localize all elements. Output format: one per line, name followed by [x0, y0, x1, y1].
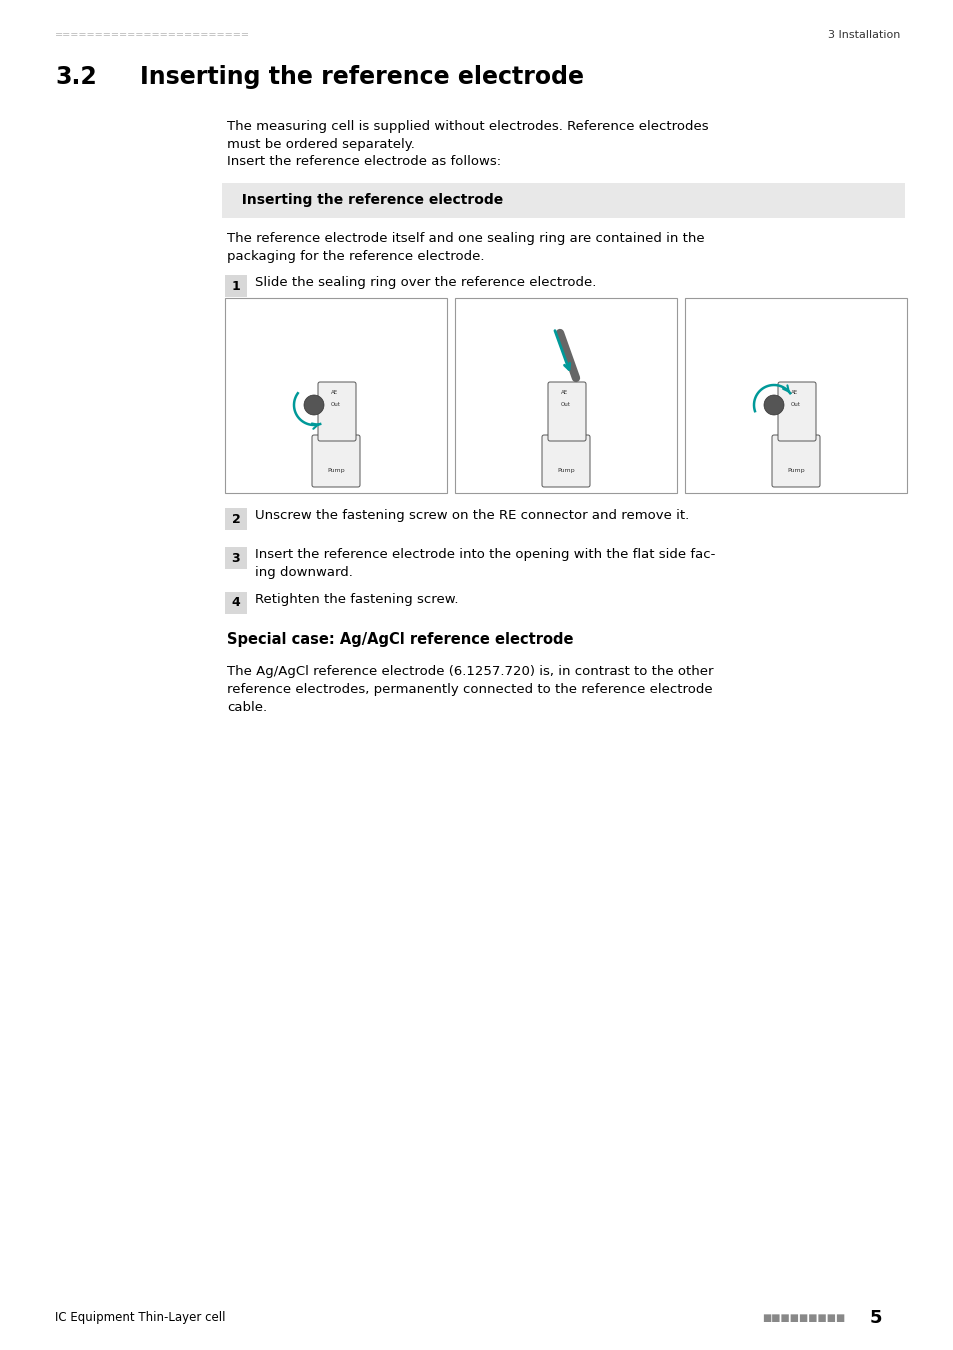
Text: AE: AE [790, 390, 798, 396]
Text: ========================: ======================== [55, 30, 250, 40]
FancyBboxPatch shape [541, 435, 589, 487]
Bar [225, 593, 247, 614]
Bar [225, 275, 247, 297]
Text: Out: Out [560, 402, 570, 408]
Text: The measuring cell is supplied without electrodes. Reference electrodes
must be : The measuring cell is supplied without e… [227, 120, 708, 151]
Text: Inserting the reference electrode: Inserting the reference electrode [232, 193, 503, 207]
Text: Slide the sealing ring over the reference electrode.: Slide the sealing ring over the referenc… [254, 275, 596, 289]
Text: 5: 5 [868, 1310, 882, 1327]
Text: 3: 3 [232, 552, 240, 564]
Text: AE: AE [331, 390, 337, 396]
FancyBboxPatch shape [312, 435, 359, 487]
FancyBboxPatch shape [547, 382, 585, 441]
Text: Unscrew the fastening screw on the RE connector and remove it.: Unscrew the fastening screw on the RE co… [254, 509, 688, 522]
Bar [225, 508, 247, 531]
Text: 1: 1 [232, 279, 240, 293]
Text: Pump: Pump [327, 468, 344, 474]
FancyBboxPatch shape [778, 382, 815, 441]
Text: Insert the reference electrode as follows:: Insert the reference electrode as follow… [227, 155, 500, 167]
Text: 4: 4 [232, 597, 240, 609]
Circle shape [763, 396, 783, 414]
FancyBboxPatch shape [771, 435, 820, 487]
Text: 3.2: 3.2 [55, 65, 96, 89]
Text: Pump: Pump [557, 468, 575, 474]
Text: Insert the reference electrode into the opening with the flat side fac-
ing down: Insert the reference electrode into the … [254, 548, 715, 579]
Text: ■■■■■■■■■: ■■■■■■■■■ [760, 1314, 844, 1323]
Circle shape [304, 396, 324, 414]
Text: Inserting the reference electrode: Inserting the reference electrode [140, 65, 583, 89]
Text: The Ag/AgCl reference electrode (6.1257.720) is, in contrast to the other
refere: The Ag/AgCl reference electrode (6.1257.… [227, 666, 713, 714]
Text: 2: 2 [232, 513, 240, 525]
Text: Special case: Ag/AgCl reference electrode: Special case: Ag/AgCl reference electrod… [227, 632, 573, 647]
FancyBboxPatch shape [317, 382, 355, 441]
Text: Retighten the fastening screw.: Retighten the fastening screw. [254, 593, 458, 606]
Bar [455, 298, 677, 493]
Text: IC Equipment Thin-Layer cell: IC Equipment Thin-Layer cell [55, 1311, 225, 1324]
Text: AE: AE [560, 390, 568, 396]
FancyBboxPatch shape [222, 184, 904, 217]
Text: The reference electrode itself and one sealing ring are contained in the
packagi: The reference electrode itself and one s… [227, 232, 704, 263]
Text: Out: Out [331, 402, 340, 408]
Bar [684, 298, 906, 493]
Bar [225, 547, 247, 568]
Text: Out: Out [790, 402, 800, 408]
Text: Pump: Pump [786, 468, 804, 474]
Text: 3 Installation: 3 Installation [827, 30, 899, 40]
Bar [225, 298, 447, 493]
